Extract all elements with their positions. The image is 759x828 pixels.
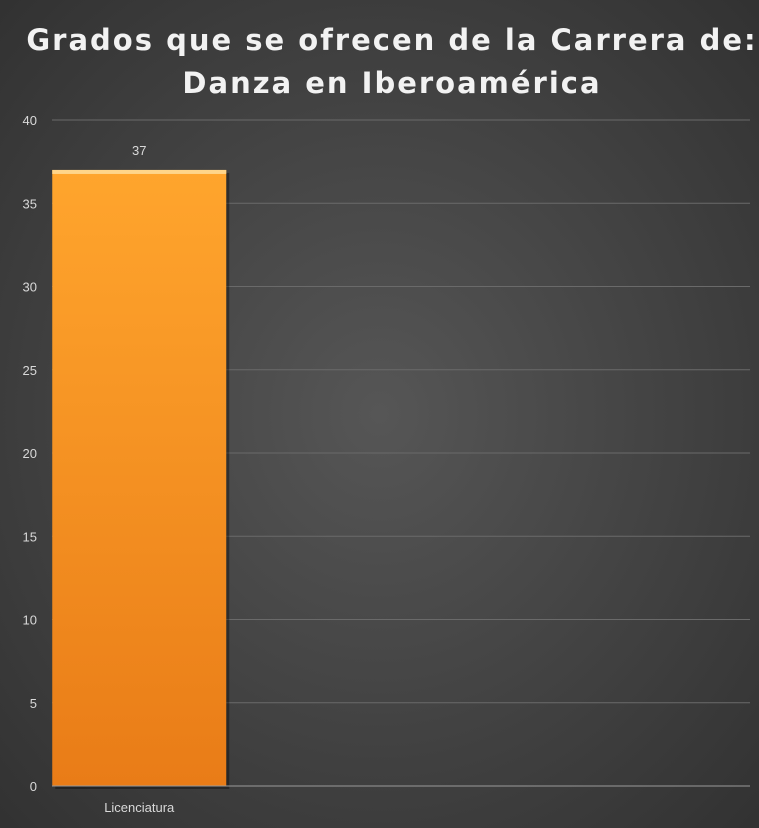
bar-licenciatura [52,169,227,786]
y-tick-label: 30 [23,280,37,295]
y-tick-label: 25 [23,363,37,378]
y-tick-label: 35 [23,196,37,211]
chart-title-line-2: Danza en Iberoamérica [182,66,601,100]
bars [52,169,230,789]
y-tick-label: 10 [23,613,37,628]
y-tick-label: 0 [30,779,37,794]
y-tick-label: 40 [23,113,37,128]
y-tick-label: 15 [23,529,37,544]
x-axis-labels: Licenciatura [104,800,175,815]
data-labels: 37 [132,143,146,158]
data-label: 37 [132,143,146,158]
chart-title-line-1: Grados que se ofrecen de la Carrera de: [26,23,757,57]
y-tick-label: 20 [23,446,37,461]
bar-top-highlight [52,169,227,174]
x-category-label: Licenciatura [104,800,175,815]
y-axis-ticks: 0 5 10 15 20 25 30 35 40 [23,113,37,794]
y-tick-label: 5 [30,696,37,711]
